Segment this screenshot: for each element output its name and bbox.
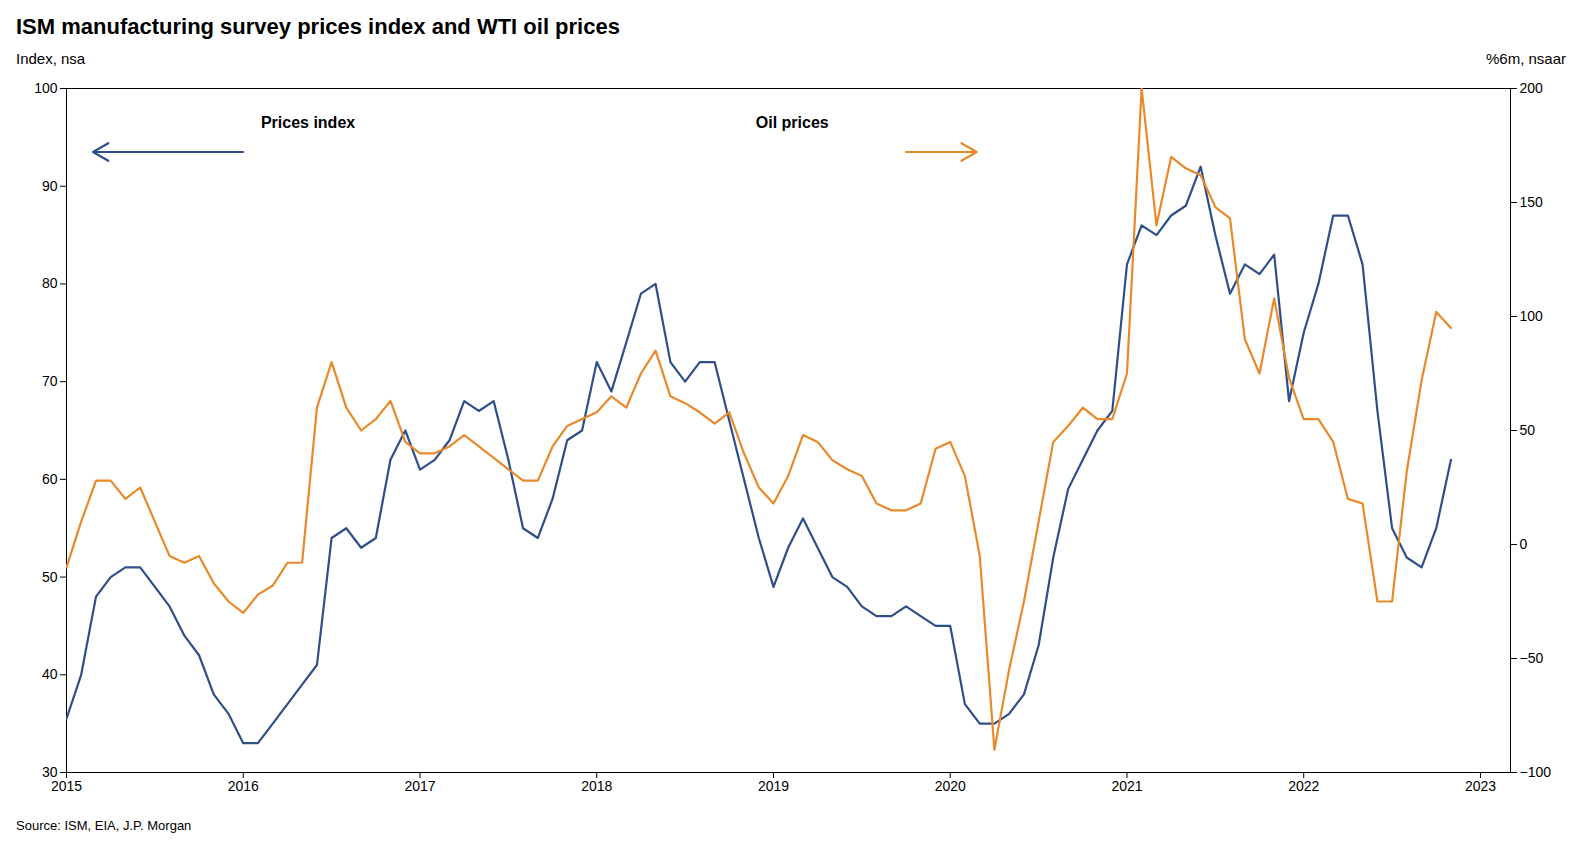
svg-text:0: 0 (1520, 536, 1528, 552)
svg-text:2018: 2018 (581, 778, 612, 794)
svg-text:Oil prices: Oil prices (756, 114, 829, 131)
svg-text:60: 60 (42, 471, 58, 487)
svg-text:50: 50 (42, 569, 58, 585)
svg-text:−50: −50 (1520, 650, 1544, 666)
svg-text:−100: −100 (1520, 764, 1552, 780)
svg-text:80: 80 (42, 275, 58, 291)
svg-text:2016: 2016 (228, 778, 259, 794)
svg-text:Prices index: Prices index (261, 114, 355, 131)
svg-text:200: 200 (1520, 80, 1544, 96)
svg-text:100: 100 (1520, 308, 1544, 324)
svg-text:2017: 2017 (404, 778, 435, 794)
svg-text:2021: 2021 (1111, 778, 1142, 794)
svg-text:150: 150 (1520, 194, 1544, 210)
svg-text:2019: 2019 (758, 778, 789, 794)
svg-text:40: 40 (42, 666, 58, 682)
svg-text:100: 100 (34, 80, 58, 96)
svg-text:2015: 2015 (51, 778, 82, 794)
svg-text:2020: 2020 (935, 778, 966, 794)
html-text:%6m, nsaar: %6m, nsaar (1486, 50, 1566, 67)
svg-text:70: 70 (42, 373, 58, 389)
svg-text:30: 30 (41, 764, 58, 780)
svg-text:50: 50 (1520, 422, 1536, 438)
html-text:Source: ISM, EIA, J.P. Morgan: Source: ISM, EIA, J.P. Morgan (16, 818, 192, 833)
svg-text:2022: 2022 (1288, 778, 1319, 794)
html-text:Index, nsa: Index, nsa (16, 50, 86, 67)
svg-text:90: 90 (42, 178, 58, 194)
html-text:ISM manufacturing survey price: ISM manufacturing survey prices index an… (16, 14, 620, 39)
svg-text:2023: 2023 (1465, 778, 1496, 794)
